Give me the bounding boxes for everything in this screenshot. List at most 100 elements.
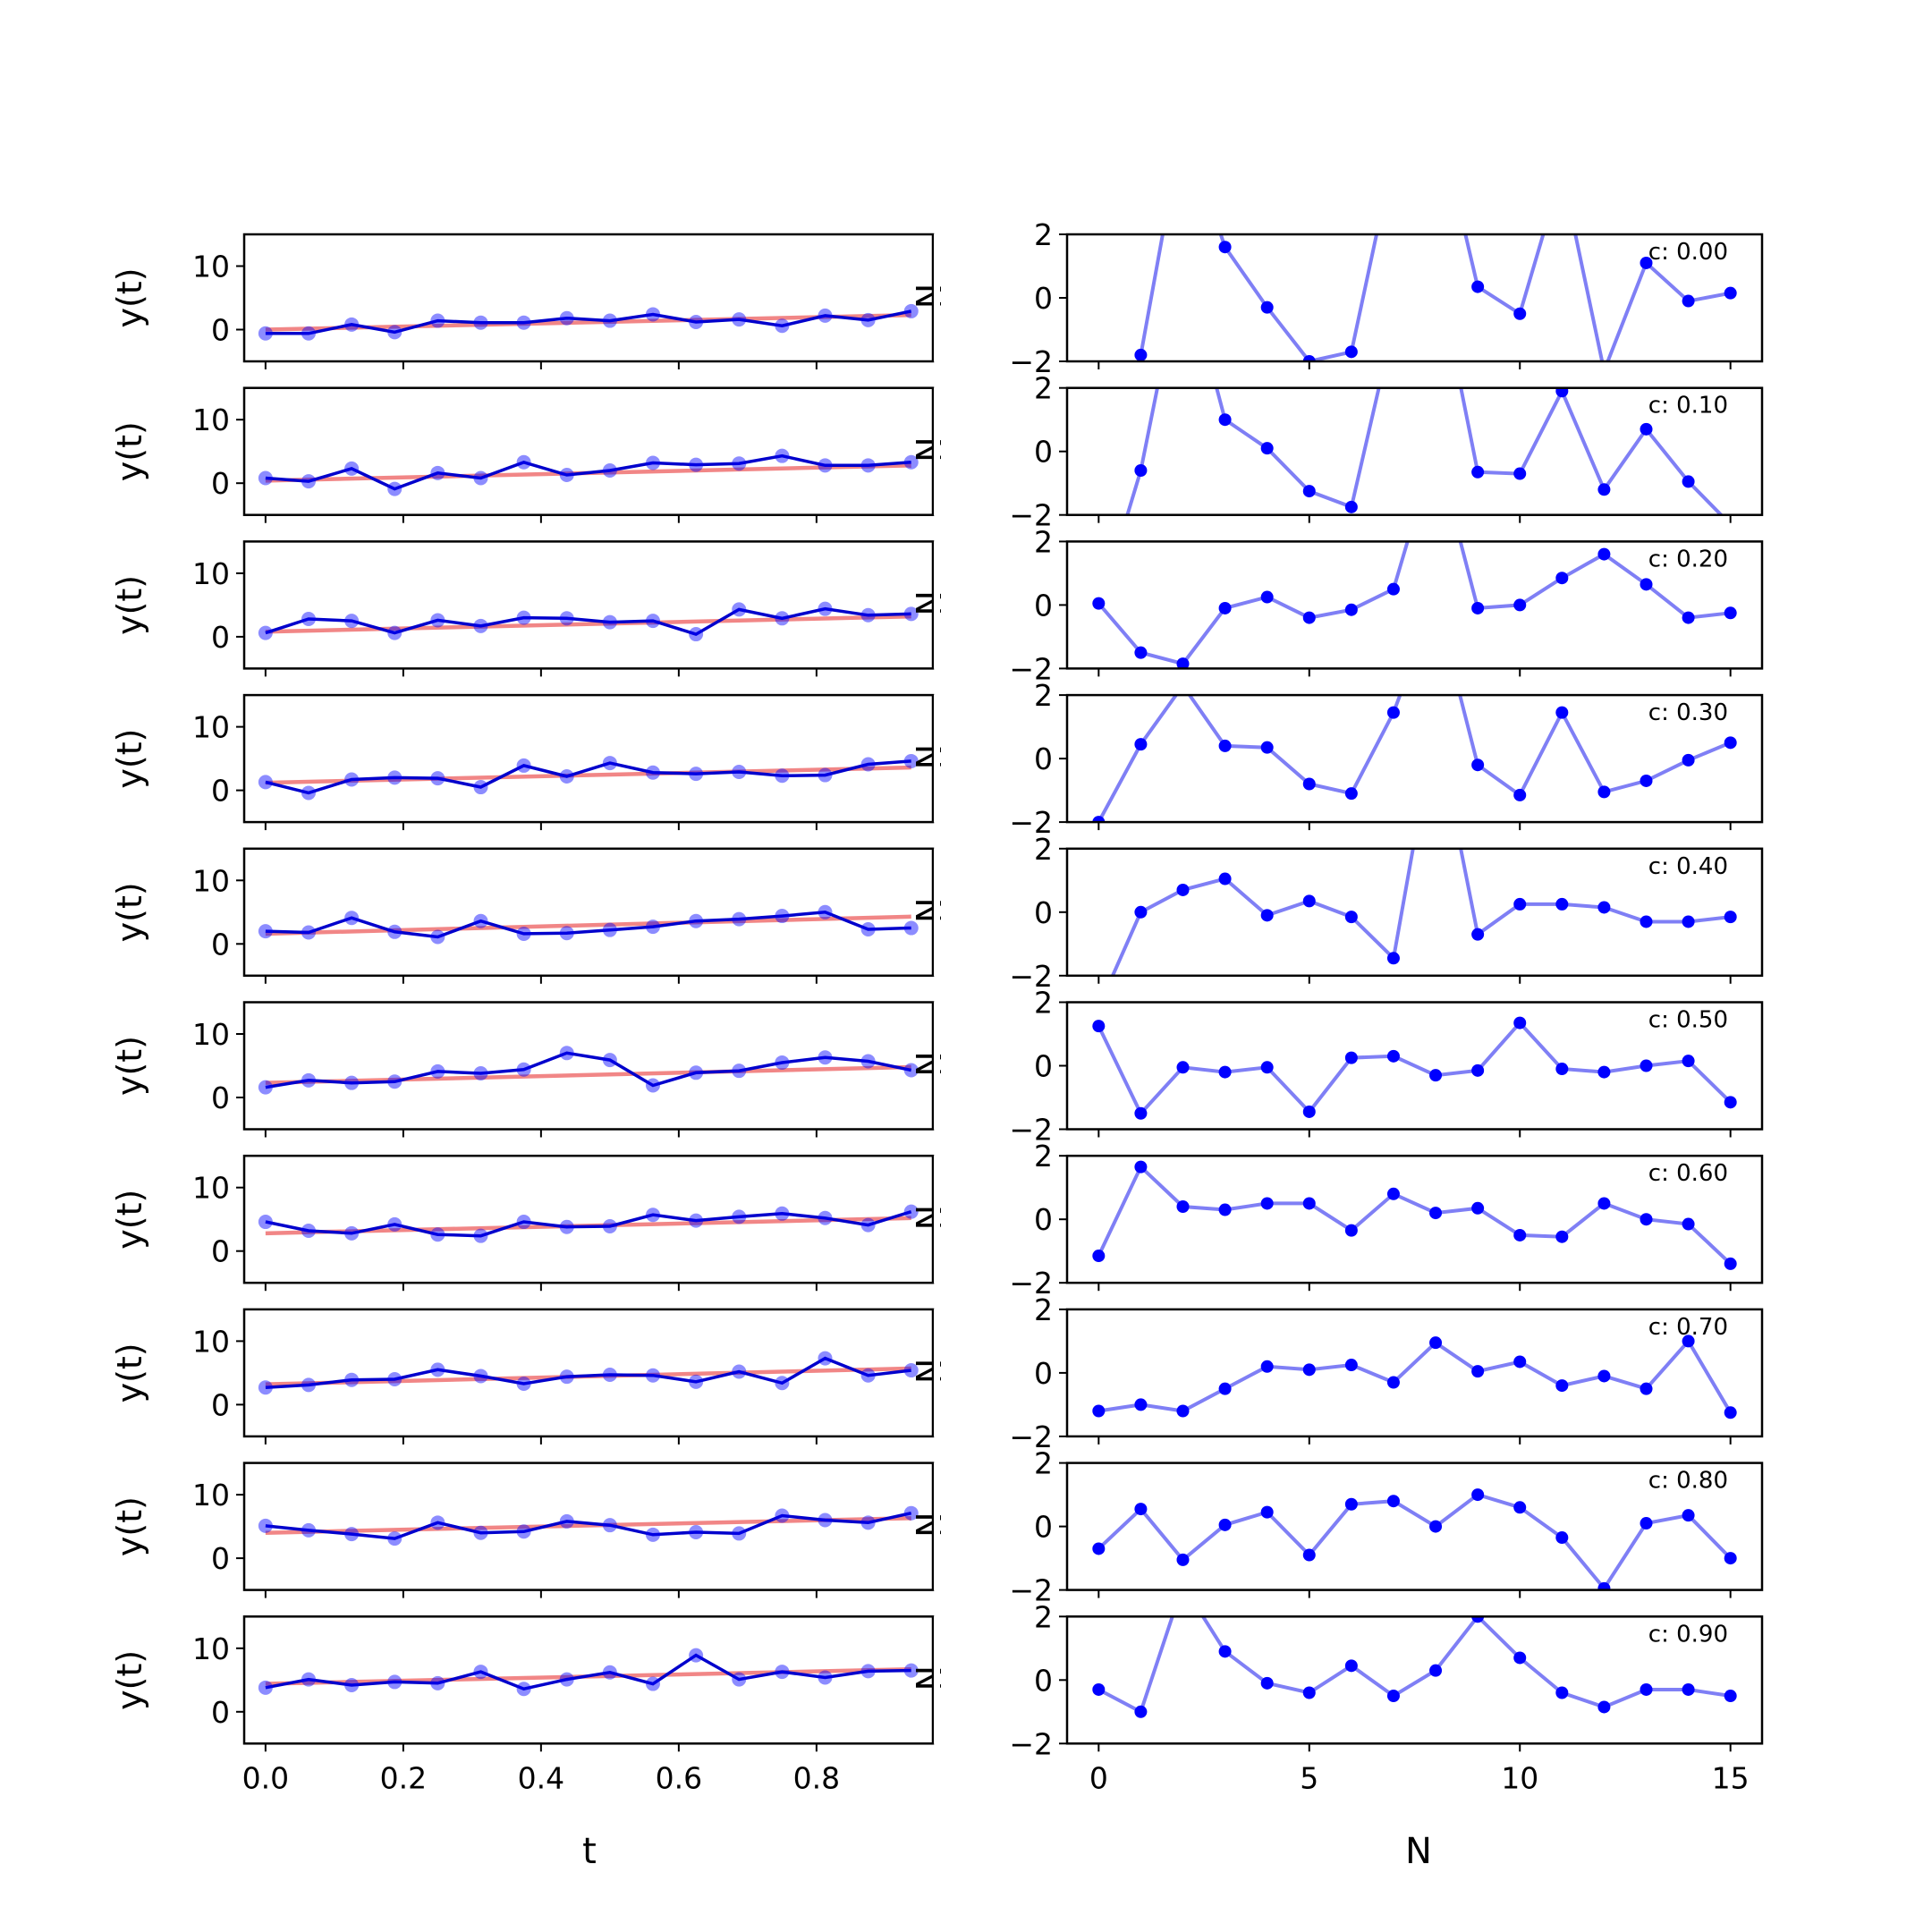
residual-y-tick-label-0-0: −2 — [1009, 344, 1053, 379]
data-point-6-5 — [473, 1228, 488, 1243]
residual-point-9-6 — [1344, 1659, 1358, 1673]
residual-plot-area-9 — [1092, 1616, 1737, 1718]
residual-point-6-5 — [1302, 1197, 1316, 1210]
data-point-4-3 — [387, 924, 402, 939]
time-series-plot-area-4 — [258, 904, 919, 945]
data-point-3-14 — [860, 757, 876, 772]
residual-point-3-14 — [1682, 753, 1695, 767]
residual-point-2-10 — [1513, 598, 1527, 612]
data-point-3-6 — [516, 758, 531, 773]
residual-point-9-3 — [1218, 1645, 1232, 1658]
data-point-9-2 — [344, 1677, 360, 1692]
residual-point-5-9 — [1471, 1063, 1485, 1077]
data-point-2-2 — [344, 614, 360, 629]
residual-panel-2: −2 0 2 Nc: 0.20 — [910, 524, 1764, 686]
y-tick-label-8-0: 0 — [211, 1541, 230, 1576]
residual-point-6-11 — [1555, 1230, 1569, 1243]
residual-point-0-15 — [1724, 286, 1737, 300]
data-point-6-1 — [301, 1223, 316, 1238]
data-line-1 — [265, 453, 911, 491]
time-series-panel-1: 0 10 y(t) — [110, 386, 935, 523]
data-point-9-4 — [430, 1675, 445, 1690]
data-point-3-11 — [732, 765, 747, 780]
residual-point-9-9 — [1471, 1616, 1485, 1623]
data-point-7-7 — [559, 1369, 574, 1385]
residual-point-7-15 — [1724, 1406, 1737, 1419]
y-tick-label-6-1: 10 — [192, 1171, 230, 1206]
residual-point-8-7 — [1386, 1495, 1400, 1508]
residual-line-0 — [1137, 234, 1732, 361]
residual-panel-8: −2 0 2 Nc: 0.80 — [910, 1446, 1764, 1608]
data-point-8-8 — [602, 1518, 617, 1533]
residual-y-tick-label-7-2: 2 — [1034, 1292, 1053, 1327]
residual-y-axis-label-7: N — [910, 1359, 949, 1384]
residual-point-6-6 — [1344, 1224, 1358, 1237]
data-point-5-12 — [775, 1055, 790, 1070]
data-point-2-0 — [258, 625, 273, 640]
residual-point-9-10 — [1513, 1651, 1527, 1665]
residual-point-3-10 — [1513, 788, 1527, 801]
data-point-9-9 — [645, 1676, 660, 1691]
data-point-2-1 — [301, 612, 316, 627]
data-point-8-9 — [645, 1527, 660, 1542]
residual-y-tick-label-1-2: 2 — [1034, 371, 1053, 406]
residual-point-8-1 — [1134, 1503, 1148, 1516]
residual-point-2-14 — [1682, 611, 1695, 624]
residual-point-5-3 — [1218, 1065, 1232, 1079]
residual-point-3-9 — [1471, 758, 1485, 772]
residual-point-6-12 — [1597, 1197, 1611, 1210]
label-mask-7 — [934, 1309, 940, 1436]
c-annotation-6: c: 0.60 — [1648, 1160, 1728, 1187]
residual-point-7-6 — [1344, 1359, 1358, 1372]
time-series-y-axis-label-2: y(t) — [110, 575, 149, 635]
y-tick-label-7-1: 10 — [192, 1324, 230, 1359]
residual-point-9-1 — [1134, 1705, 1148, 1718]
residual-point-5-1 — [1134, 1106, 1148, 1120]
residual-point-9-12 — [1597, 1700, 1611, 1714]
residual-y-axis-label-5: N — [910, 1051, 949, 1076]
data-point-6-11 — [732, 1209, 747, 1224]
residual-point-6-0 — [1092, 1250, 1106, 1263]
data-point-7-1 — [301, 1377, 316, 1393]
c-annotation-2: c: 0.20 — [1648, 546, 1728, 572]
data-point-1-12 — [775, 448, 790, 463]
residual-line-6 — [1097, 1164, 1733, 1266]
residual-point-6-3 — [1218, 1203, 1232, 1216]
residual-line-1 — [1125, 387, 1724, 515]
residual-point-4-5 — [1302, 894, 1316, 908]
residual-point-3-5 — [1302, 777, 1316, 791]
residual-y-tick-label-3-1: 0 — [1034, 741, 1053, 776]
data-point-4-5 — [473, 913, 488, 928]
data-point-8-2 — [344, 1527, 360, 1542]
data-line-0 — [265, 309, 912, 335]
time-series-y-axis-label-9: y(t) — [110, 1650, 149, 1710]
data-point-7-4 — [430, 1362, 445, 1377]
residual-point-6-15 — [1724, 1257, 1737, 1270]
residual-point-9-5 — [1302, 1686, 1316, 1699]
residual-point-3-4 — [1260, 741, 1274, 754]
residual-point-8-0 — [1092, 1542, 1106, 1555]
residual-point-0-5 — [1302, 355, 1316, 361]
data-point-9-6 — [516, 1682, 531, 1697]
residual-point-8-3 — [1218, 1518, 1232, 1531]
residual-point-1-13 — [1640, 422, 1653, 436]
data-point-5-7 — [559, 1046, 574, 1061]
data-point-0-3 — [387, 325, 402, 340]
data-point-0-7 — [559, 310, 574, 326]
c-annotation-5: c: 0.50 — [1648, 1007, 1728, 1034]
residual-point-7-2 — [1176, 1404, 1190, 1418]
data-point-6-3 — [387, 1216, 402, 1232]
residual-point-4-1 — [1134, 905, 1148, 919]
residual-point-7-8 — [1429, 1336, 1443, 1350]
residual-point-2-12 — [1597, 547, 1611, 561]
y-tick-label-7-0: 0 — [211, 1387, 230, 1422]
residual-y-axis-label-2: N — [910, 590, 949, 615]
residual-point-6-9 — [1471, 1201, 1485, 1215]
time-series-panel-7: 0 10 y(t) — [110, 1308, 935, 1445]
time-series-frame-2 — [242, 540, 935, 670]
data-point-4-0 — [258, 924, 273, 939]
residual-point-5-7 — [1386, 1049, 1400, 1063]
residual-y-tick-label-6-0: −2 — [1009, 1266, 1053, 1301]
data-point-9-8 — [602, 1665, 617, 1680]
residual-plot-area-7 — [1092, 1335, 1737, 1419]
